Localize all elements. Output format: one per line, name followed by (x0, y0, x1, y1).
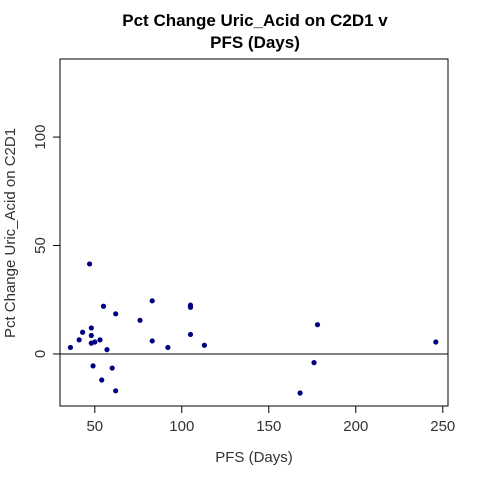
data-point (90, 363, 96, 369)
data-point (187, 331, 194, 338)
data-point (104, 347, 110, 353)
x-axis-label: PFS (Days) (215, 449, 293, 466)
y-tick-label: 0 (32, 350, 49, 358)
data-point (187, 304, 194, 310)
data-point (311, 360, 317, 366)
data-point (80, 329, 86, 335)
x-tick-label: 100 (169, 418, 194, 435)
y-axis: 0 50 100 (32, 125, 60, 358)
data-point (97, 337, 103, 343)
x-tick-label: 200 (343, 418, 368, 435)
data-point (297, 390, 303, 396)
data-point (433, 339, 439, 345)
x-tick-label: 150 (256, 418, 281, 435)
data-point (67, 344, 74, 351)
data-point (76, 337, 82, 343)
data-point (314, 322, 321, 328)
data-point (165, 344, 171, 351)
data-point (88, 325, 94, 331)
y-tick-label: 100 (32, 125, 49, 150)
y-axis-label: Pct Change Uric_Acid on C2D1 (2, 128, 19, 338)
x-tick-label: 250 (430, 418, 455, 435)
data-point (88, 332, 94, 339)
data-point (149, 338, 155, 344)
data-point (86, 261, 93, 267)
plot-area-frame (59, 58, 449, 407)
data-point (137, 317, 143, 323)
y-tick-label: 50 (32, 237, 49, 254)
data-point (201, 342, 208, 348)
chart-title-line-2: PFS (Days) (210, 33, 300, 52)
data-point (113, 388, 119, 394)
data-point (109, 365, 115, 371)
data-point (99, 377, 105, 383)
x-tick-label: 50 (86, 418, 103, 435)
data-point (149, 298, 155, 304)
data-point (100, 303, 107, 309)
data-point (92, 339, 98, 345)
data-point (113, 311, 119, 317)
chart-title-line-1: Pct Change Uric_Acid on C2D1 v (122, 11, 388, 30)
x-axis: 50 100 150 200 250 (86, 406, 455, 435)
data-points (67, 261, 439, 396)
